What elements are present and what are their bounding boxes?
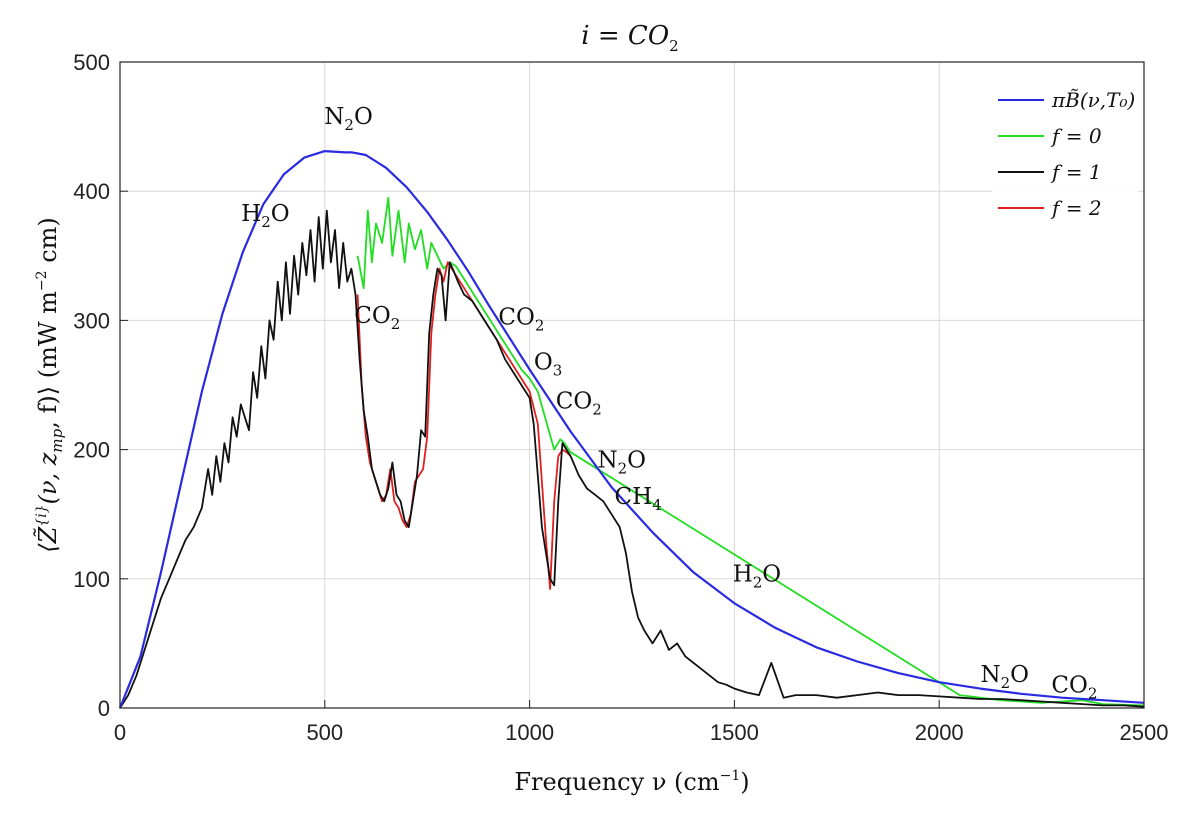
x-tick-label: 2500	[1120, 720, 1169, 745]
y-tick-label: 400	[73, 179, 110, 204]
annotation-o3: O3	[534, 349, 562, 379]
series-line-f1	[119, 209, 1145, 709]
annotation-h2o-right: H2O	[733, 561, 781, 591]
annotation-n2o-low: N2O	[980, 662, 1029, 692]
legend-label-f2: f = 2	[1050, 196, 1102, 220]
y-tick-label: 0	[98, 696, 110, 721]
x-axis-label: Frequency ν (cm−1)	[514, 768, 749, 796]
annotation-h2o-left: H2O	[241, 201, 289, 231]
annotation-co2-right2: CO2	[556, 388, 602, 418]
x-tick-label: 1000	[505, 720, 554, 745]
x-tick-label: 2000	[915, 720, 964, 745]
series-line-f0	[356, 196, 1145, 707]
x-tick-label: 500	[306, 720, 343, 745]
plot-frame	[119, 61, 1145, 709]
y-axis-label: ⟨Z̃{i}(ν, zmp, f)⟩ (mW m−2 cm)	[34, 217, 66, 553]
legend: πB̃(ν,T₀) f = 0 f = 1 f = 2	[992, 78, 1138, 228]
chart-title: i = CO2	[581, 21, 678, 55]
grid-lines	[119, 61, 1145, 709]
legend-label-planck: πB̃(ν,T₀)	[1051, 88, 1135, 112]
annotation-n2o-mid: N2O	[597, 448, 646, 478]
annotation-co2-low: CO2	[1051, 672, 1097, 702]
annotation-n2o-top: N2O	[324, 104, 373, 134]
y-tick-label: 300	[73, 308, 110, 333]
y-tick-label: 100	[73, 567, 110, 592]
y-tick-label: 500	[73, 50, 110, 75]
annotation-co2-mid: CO2	[354, 303, 400, 333]
x-tick-label: 0	[114, 720, 126, 745]
axis-ticks: 0 500 1000 1500 2000 2500 0 100 200 300 400 500	[73, 50, 1168, 745]
series-group	[118, 150, 1145, 709]
annotation-ch4: CH4	[615, 484, 662, 514]
x-tick-label: 1500	[710, 720, 759, 745]
y-tick-label: 200	[73, 438, 110, 463]
annotation-co2-right: CO2	[498, 304, 544, 334]
series-line-planck	[118, 150, 1145, 709]
annotation-group: N2O H2O CO2 CO2 O3 CO2 N2O CH4 H2O N2O CO2	[241, 104, 1097, 702]
legend-box	[992, 78, 1138, 228]
legend-label-f0: f = 0	[1050, 124, 1102, 148]
legend-label-f1: f = 1	[1050, 160, 1102, 184]
